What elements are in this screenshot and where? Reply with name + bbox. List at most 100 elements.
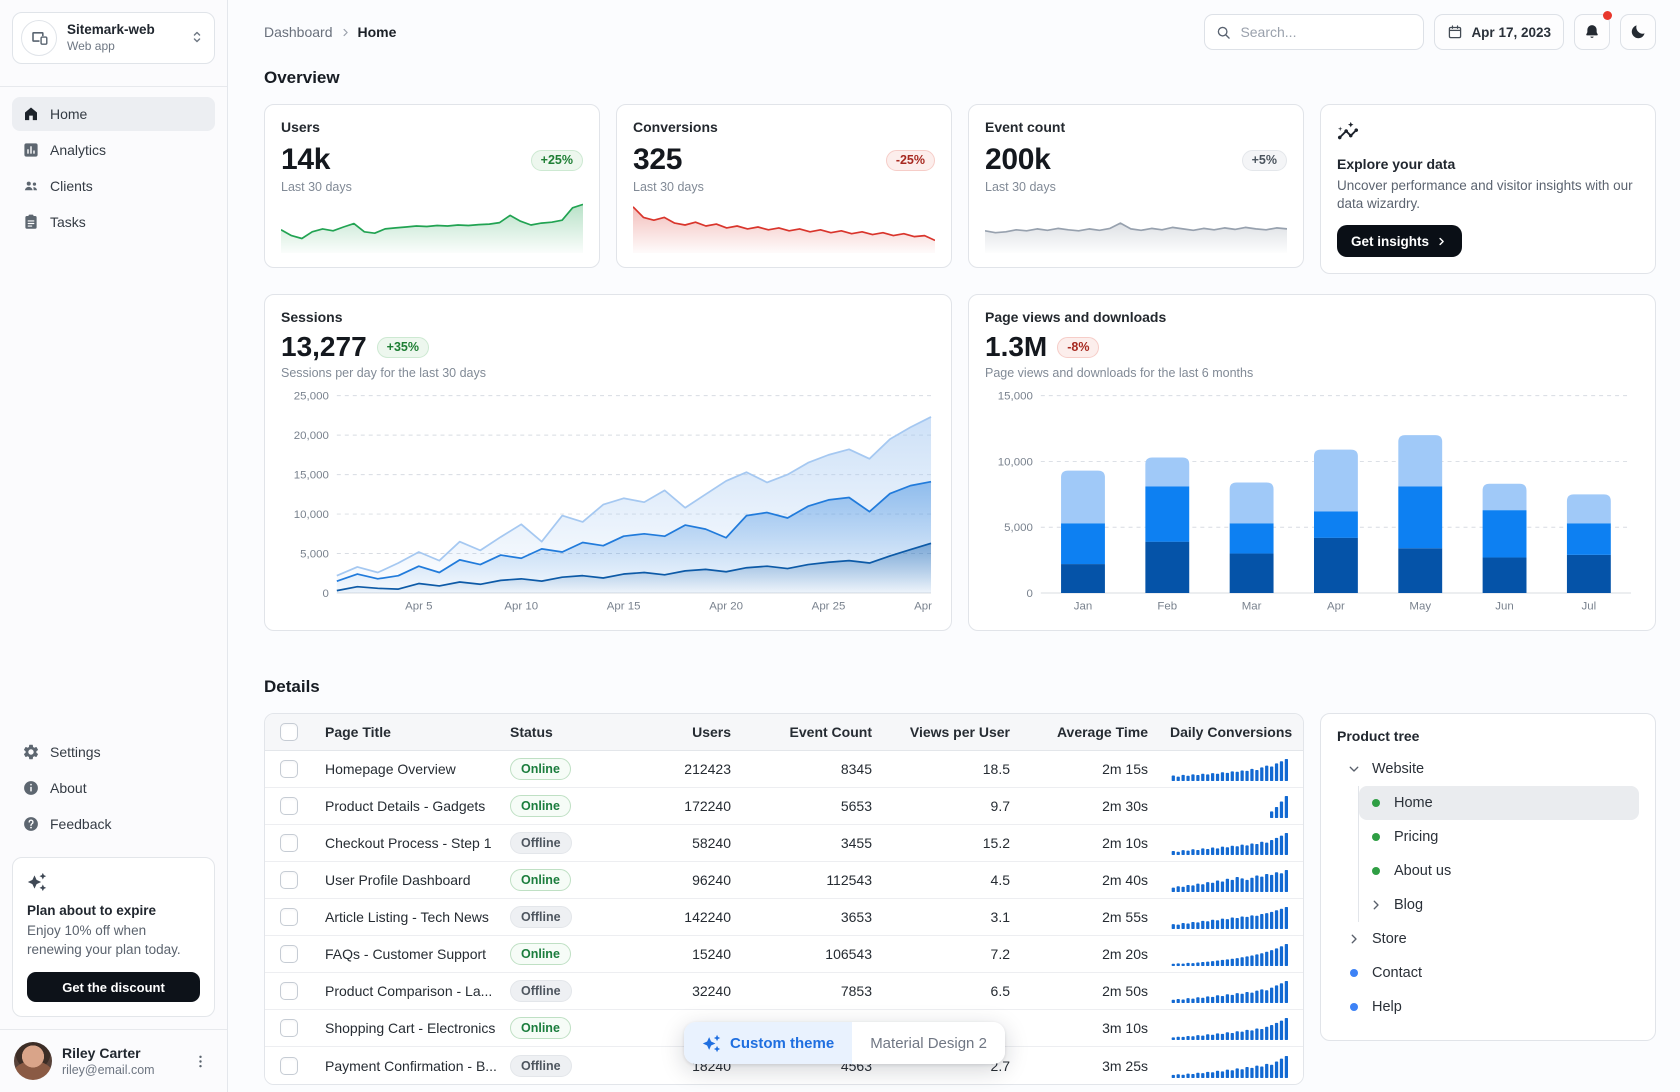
table-row[interactable]: Product Comparison - La... Offline 32240 78… [265, 973, 1303, 1011]
event-count-sparkline [985, 222, 1287, 253]
users-sparkline [281, 203, 583, 253]
stat-value: 325 [633, 143, 683, 176]
theme-option-label: Material Design 2 [870, 1034, 987, 1052]
sidebar-item-settings[interactable]: Settings [12, 735, 215, 769]
cell-page-title: User Profile Dashboard [325, 872, 471, 889]
cell-users: 212423 [684, 761, 731, 778]
table-row[interactable]: User Profile Dashboard Online 96240 112543 4… [265, 862, 1303, 900]
stat-value-row: 200k +5% [985, 143, 1287, 177]
row-checkbox[interactable] [280, 871, 298, 890]
dark-mode-toggle-button[interactable] [1620, 14, 1656, 50]
insights-icon-wrap [1337, 121, 1359, 146]
cell-average-time: 2m 15s [1102, 761, 1148, 778]
main-content: Dashboard Home Apr 17, 2023 [228, 0, 1680, 1092]
row-checkbox[interactable] [280, 908, 298, 927]
tree-item-marker [1367, 862, 1385, 880]
blue-dot [1350, 969, 1358, 978]
chevron-right-icon [1439, 237, 1444, 246]
cell-views-per-user: 6.5 [990, 983, 1010, 1000]
status-badge: Online [510, 869, 571, 892]
cell-users: 172240 [684, 798, 731, 815]
status-badge: Online [510, 795, 571, 818]
devices-icon [31, 31, 47, 45]
sidebar-item-label: Settings [50, 744, 101, 761]
theme-option-label: Custom theme [730, 1034, 835, 1052]
status-badge: Offline [510, 832, 572, 855]
tree-item-contact[interactable]: Contact [1337, 956, 1639, 990]
tree-item-pricing[interactable]: Pricing [1359, 820, 1639, 854]
row-checkbox[interactable] [280, 945, 298, 964]
sidebar-item-home[interactable]: Home [12, 97, 215, 131]
sparkle-icon [27, 873, 47, 892]
tree-item-label: Store [1372, 931, 1407, 948]
header-event-count: Event Count [789, 724, 872, 741]
daily-conversions-sparkline [1171, 870, 1288, 893]
sidebar-footer: Riley Carter riley@email.com [0, 1029, 227, 1092]
table-row[interactable]: Checkout Process - Step 1 Offline 58240 345… [265, 825, 1303, 863]
cell-users: 32240 [692, 983, 731, 1000]
sidebar-item-tasks[interactable]: Tasks [12, 205, 215, 239]
svg-text:15,000: 15,000 [294, 470, 329, 482]
svg-text:15,000: 15,000 [998, 391, 1033, 403]
details-grid: Page Title Status Users Event Count Views pe… [264, 713, 1656, 1086]
svg-text:20,000: 20,000 [294, 431, 329, 443]
product-tree-card: Product tree Website Home Pricing About us B… [1320, 713, 1656, 1042]
row-checkbox[interactable] [280, 1019, 298, 1038]
promo-body: Uncover performance and visitor insights… [1337, 178, 1633, 212]
select-all-checkbox[interactable] [280, 723, 298, 742]
daily-conversions-sparkline [1171, 907, 1288, 930]
workspace-selector[interactable]: Sitemark-web Web app [12, 12, 215, 64]
date-picker-button[interactable]: Apr 17, 2023 [1434, 14, 1564, 50]
sidebar-item-analytics[interactable]: Analytics [12, 133, 215, 167]
cell-views-per-user: 4.5 [990, 872, 1010, 889]
row-checkbox[interactable] [280, 760, 298, 779]
user-menu-button[interactable] [187, 1048, 213, 1074]
stat-caption: Last 30 days [281, 180, 352, 194]
svg-text:10,000: 10,000 [294, 510, 329, 522]
tree-item-marker [1367, 794, 1385, 812]
cell-views-per-user: 9.7 [990, 798, 1010, 815]
blue-dot [1350, 1003, 1358, 1012]
svg-text:5,000: 5,000 [300, 549, 329, 561]
table-row[interactable]: Product Details - Gadgets Online 172240 565… [265, 788, 1303, 826]
row-checkbox[interactable] [280, 834, 298, 853]
svg-text:Jun: Jun [1495, 601, 1513, 613]
svg-text:Apr 20: Apr 20 [709, 601, 743, 613]
topbar-actions: Apr 17, 2023 [1204, 11, 1656, 50]
user-meta: Riley Carter riley@email.com [62, 1044, 177, 1078]
theme-option-material-design-2[interactable]: Material Design 2 [852, 1022, 1005, 1064]
row-checkbox[interactable] [280, 982, 298, 1001]
table-row[interactable]: FAQs - Customer Support Online 15240 106543… [265, 936, 1303, 974]
get-insights-button[interactable]: Get insights [1337, 225, 1463, 258]
table-row[interactable]: Article Listing - Tech News Offline 142240… [265, 899, 1303, 937]
theme-option-custom-theme[interactable]: Custom theme [684, 1022, 853, 1064]
chevron-right-icon [342, 28, 348, 36]
tree-item-store[interactable]: Store [1337, 922, 1639, 956]
header-status: Status [510, 724, 553, 741]
search-input[interactable] [1240, 24, 1422, 40]
row-checkbox-cell [265, 1056, 313, 1075]
notifications-button[interactable] [1574, 11, 1612, 50]
get-discount-button[interactable]: Get the discount [27, 972, 200, 1002]
page-views-value: 1.3M [985, 331, 1048, 363]
gear-icon [23, 745, 39, 760]
sidebar-item-clients[interactable]: Clients [12, 169, 215, 203]
sidebar-item-label: Tasks [50, 214, 86, 230]
daily-conversions-sparkline [1171, 833, 1288, 856]
tree-item-blog[interactable]: Blog [1359, 888, 1639, 922]
tree-item-about-us[interactable]: About us [1359, 854, 1639, 888]
row-checkbox[interactable] [280, 797, 298, 816]
svg-text:Apr 30: Apr 30 [914, 601, 935, 613]
svg-text:5,000: 5,000 [1004, 523, 1033, 535]
table-row[interactable]: Homepage Overview Online 212423 8345 18.5 2m … [265, 751, 1303, 789]
tree-item-home[interactable]: Home [1359, 786, 1639, 821]
tasks-icon [25, 214, 37, 229]
breadcrumb-dashboard[interactable]: Dashboard [264, 24, 333, 40]
tree-item-label: About us [1394, 863, 1452, 880]
topbar: Dashboard Home Apr 17, 2023 [264, 11, 1656, 50]
tree-item-website[interactable]: Website [1337, 752, 1639, 786]
tree-item-help[interactable]: Help [1337, 990, 1639, 1024]
row-checkbox[interactable] [280, 1056, 298, 1075]
sidebar-item-feedback[interactable]: Feedback [12, 807, 215, 841]
sidebar-item-about[interactable]: About [12, 771, 215, 805]
